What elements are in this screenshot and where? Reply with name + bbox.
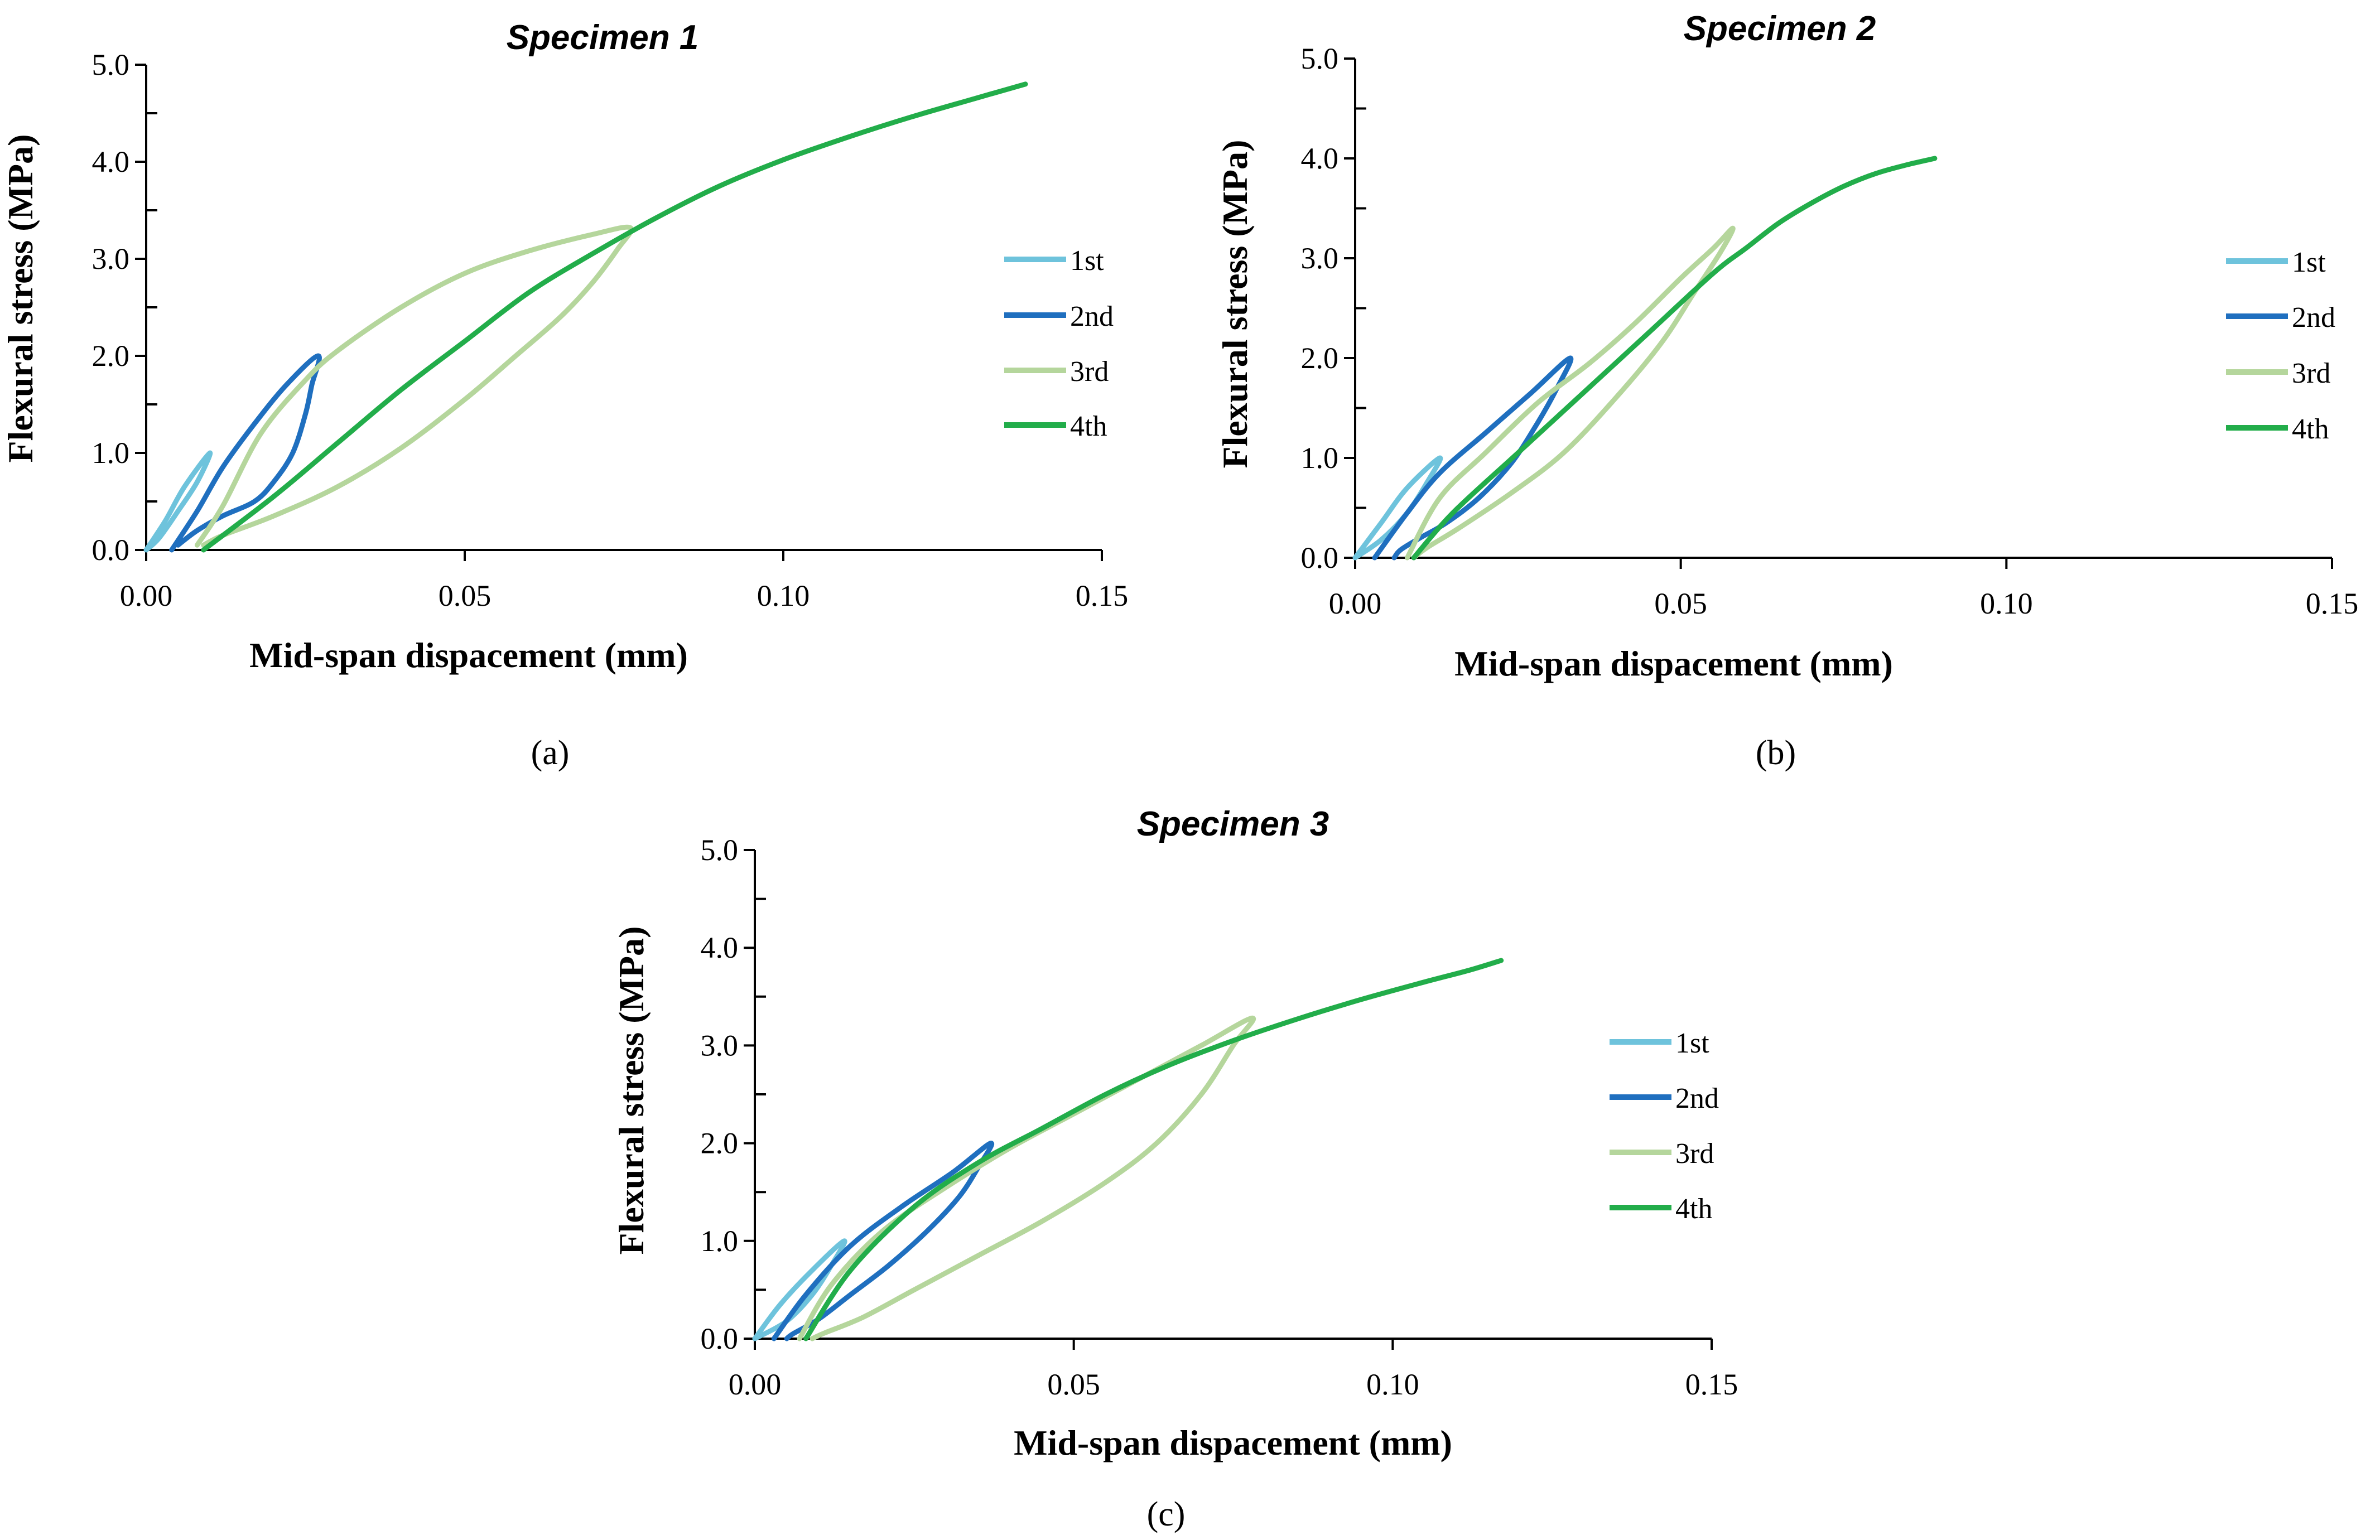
plot-area: 0.0 1.0 2.0 3.0 4.0 5.0 0.00 0.05 0.10 0.15 xyxy=(701,833,1738,1401)
x-tick-label: 0.15 xyxy=(1076,579,1129,612)
y-tick-label: 2.0 xyxy=(92,339,130,373)
legend-label: 2nd xyxy=(2292,302,2335,334)
legend-item-4th: 4th xyxy=(2226,413,2329,445)
series-line-3rd xyxy=(797,1015,1256,1341)
y-tick-label: 4.0 xyxy=(1301,142,1339,175)
y-axis-label: Flexural stress (MPa) xyxy=(1215,140,1255,469)
x-tick-label: 0.15 xyxy=(2306,587,2359,620)
y-tick-label: 3.0 xyxy=(1301,242,1339,275)
legend-label: 3rd xyxy=(1070,356,1109,388)
legend-label: 1st xyxy=(2292,247,2326,278)
panel-label: (b) xyxy=(1756,734,1796,772)
series-line-4th xyxy=(803,958,1504,1341)
y-tick-label: 2.0 xyxy=(1301,341,1339,375)
legend-item-3rd: 3rd xyxy=(1004,356,1109,388)
chart-specimen-3: Specimen 3 Flexural stress (MPa) Mid-spa… xyxy=(611,805,1738,1533)
legend-item-1st: 1st xyxy=(1004,245,1104,277)
legend-label: 2nd xyxy=(1675,1083,1719,1114)
y-tick-label: 0.0 xyxy=(92,533,130,567)
legend: 1st 2nd 3rd 4th xyxy=(1610,1027,1719,1225)
panel-label: (c) xyxy=(1147,1495,1186,1533)
x-tick-label: 0.10 xyxy=(1980,587,2033,620)
x-tick-label: 0.00 xyxy=(1329,587,1382,620)
series-line-4th xyxy=(1411,156,1938,561)
chart-title: Specimen 3 xyxy=(1137,805,1329,843)
legend-item-2nd: 2nd xyxy=(1004,301,1114,332)
y-tick-label: 1.0 xyxy=(701,1224,739,1258)
legend-item-4th: 4th xyxy=(1004,411,1107,442)
y-tick-label: 4.0 xyxy=(92,145,130,178)
series-line-3rd xyxy=(1404,225,1736,561)
y-tick-label: 2.0 xyxy=(701,1127,739,1160)
x-tick-label: 0.10 xyxy=(757,579,810,612)
x-tick-label: 0.15 xyxy=(1685,1368,1738,1401)
y-tick-label: 3.0 xyxy=(92,242,130,276)
legend-item-4th: 4th xyxy=(1610,1193,1712,1225)
legend: 1st 2nd 3rd 4th xyxy=(1004,245,1114,442)
series-line-1st xyxy=(752,1238,847,1341)
legend-item-3rd: 3rd xyxy=(2226,358,2330,389)
y-tick-label: 5.0 xyxy=(1301,42,1339,75)
y-tick-label: 3.0 xyxy=(701,1029,739,1062)
panel-label: (a) xyxy=(531,734,570,772)
legend-item-1st: 1st xyxy=(2226,247,2326,278)
x-tick-label: 0.05 xyxy=(1047,1368,1100,1401)
legend-item-2nd: 2nd xyxy=(1610,1083,1719,1114)
y-tick-label: 0.0 xyxy=(1301,541,1339,575)
x-tick-label: 0.00 xyxy=(120,579,173,612)
legend-item-2nd: 2nd xyxy=(2226,302,2335,334)
y-axis-label: Flexural stress (MPa) xyxy=(1,134,40,463)
legend-label: 2nd xyxy=(1070,301,1114,332)
y-axis-label: Flexural stress (MPa) xyxy=(611,926,651,1255)
legend-label: 4th xyxy=(1675,1193,1712,1225)
x-tick-label: 0.05 xyxy=(439,579,492,612)
series-line-1st xyxy=(1352,455,1443,561)
y-tick-label: 5.0 xyxy=(701,833,739,867)
series-line-2nd xyxy=(169,353,322,553)
x-axis-label: Mid-span dispacement (mm) xyxy=(1454,644,1893,683)
series-line-1st xyxy=(143,450,213,553)
x-tick-label: 0.00 xyxy=(729,1368,782,1401)
x-tick-label: 0.05 xyxy=(1654,587,1707,620)
chart-title: Specimen 1 xyxy=(507,18,699,57)
chart-specimen-1: Specimen 1 Flexural stress (MPa) Mid-spa… xyxy=(1,18,1128,772)
legend-label: 4th xyxy=(1070,411,1107,442)
series-line-2nd xyxy=(1372,355,1574,561)
legend: 1st 2nd 3rd 4th xyxy=(2226,247,2335,445)
x-tick-label: 0.10 xyxy=(1366,1368,1419,1401)
legend-label: 1st xyxy=(1675,1027,1709,1059)
y-tick-label: 1.0 xyxy=(1301,441,1339,475)
legend-item-1st: 1st xyxy=(1610,1027,1709,1059)
chart-specimen-2: Specimen 2 Flexural stress (MPa) Mid-spa… xyxy=(1215,9,2358,772)
legend-label: 4th xyxy=(2292,413,2329,445)
legend-label: 3rd xyxy=(2292,358,2330,389)
x-axis-label: Mid-span dispacement (mm) xyxy=(249,635,688,675)
chart-title: Specimen 2 xyxy=(1684,9,1876,48)
x-axis-label: Mid-span dispacement (mm) xyxy=(1014,1423,1452,1462)
legend-label: 1st xyxy=(1070,245,1104,277)
y-tick-label: 0.0 xyxy=(701,1322,739,1355)
plot-area: 0.0 1.0 2.0 3.0 4.0 5.0 0.00 0.05 0.10 0.15 xyxy=(92,48,1129,612)
legend-label: 3rd xyxy=(1675,1138,1714,1170)
plot-area: 0.0 1.0 2.0 3.0 4.0 5.0 0.00 0.05 0.10 0.15 xyxy=(1301,42,2359,620)
series-line-4th xyxy=(201,81,1028,553)
y-tick-label: 4.0 xyxy=(701,931,739,964)
y-tick-label: 5.0 xyxy=(92,48,130,81)
legend-item-3rd: 3rd xyxy=(1610,1138,1714,1170)
y-tick-label: 1.0 xyxy=(92,436,130,470)
